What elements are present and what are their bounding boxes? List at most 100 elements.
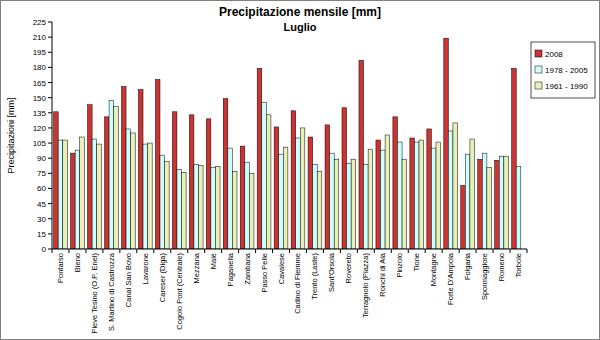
bar	[71, 153, 76, 249]
x-tick-label: Malè	[209, 253, 218, 269]
bar	[516, 166, 521, 249]
y-tick-label: 105	[33, 139, 47, 148]
bar	[291, 111, 296, 249]
x-tick	[510, 249, 511, 253]
bar	[427, 129, 432, 249]
bar	[211, 167, 216, 249]
bar	[325, 125, 330, 249]
bar	[92, 139, 97, 249]
x-tick-label: Trento (Laste)	[310, 253, 319, 300]
x-tick	[221, 249, 222, 253]
x-tick	[204, 249, 205, 253]
bar	[105, 117, 110, 249]
x-tick	[68, 249, 69, 253]
y-tick-label: 120	[33, 124, 47, 133]
x-tick-label: Tione	[412, 253, 421, 271]
legend-swatch	[535, 50, 542, 57]
y-tick-label: 135	[33, 109, 47, 118]
bar	[364, 164, 369, 249]
bar	[313, 164, 318, 249]
bar	[334, 159, 339, 249]
bar	[376, 140, 381, 249]
bar	[75, 150, 80, 249]
bar	[215, 166, 220, 249]
y-tick	[48, 249, 52, 250]
bar	[182, 172, 187, 249]
y-tick-label: 15	[37, 230, 46, 239]
bar	[504, 156, 509, 249]
legend-label: 1961 - 1990	[545, 82, 588, 91]
legend-swatch	[535, 82, 542, 89]
bar	[482, 153, 487, 249]
x-tick-label: Ronchi di Ala	[378, 252, 387, 297]
y-tick-label: 165	[33, 79, 47, 88]
bar	[223, 99, 228, 249]
bar	[296, 138, 301, 249]
y-axis-label: Precipitazioni [mm]	[6, 97, 16, 173]
x-tick	[255, 249, 256, 253]
y-tick	[48, 67, 52, 68]
bar	[189, 115, 194, 249]
y-tick-label: 195	[33, 48, 47, 57]
legend-label: 2008	[545, 50, 563, 59]
bar	[461, 185, 466, 249]
bar	[198, 165, 203, 249]
x-tick-label: Mezzana	[192, 252, 201, 283]
bar	[300, 128, 305, 249]
bar	[351, 159, 356, 249]
bar	[368, 149, 373, 249]
bar	[131, 133, 136, 249]
x-tick	[340, 249, 341, 253]
bar	[63, 140, 68, 249]
bar	[308, 137, 313, 249]
x-tick-label: Montagne	[429, 253, 438, 286]
y-tick	[48, 52, 52, 53]
bar	[194, 164, 199, 249]
x-tick	[374, 249, 375, 253]
x-tick-label: Paganella	[226, 252, 235, 286]
bar	[240, 146, 245, 249]
subtitle: Luglio	[284, 21, 317, 33]
bar	[402, 159, 407, 249]
y-tick	[48, 188, 52, 189]
x-tick-label: Folgaria	[463, 252, 472, 280]
bar	[453, 123, 458, 249]
y-tick-label: 75	[37, 169, 46, 178]
bar	[470, 139, 475, 249]
bar	[436, 142, 441, 249]
x-tick	[238, 249, 239, 253]
bar	[155, 80, 160, 249]
y-tick-label: 45	[37, 200, 46, 209]
bar	[499, 156, 504, 249]
y-tick	[48, 37, 52, 38]
x-tick	[306, 249, 307, 253]
x-tick-label: Bieno	[73, 253, 82, 272]
x-tick	[391, 249, 392, 253]
y-tick-label: 180	[33, 63, 47, 72]
bar	[206, 119, 211, 249]
bar	[397, 142, 402, 249]
bar	[80, 137, 85, 249]
bar	[495, 160, 500, 249]
bar	[431, 148, 436, 249]
x-tick-label: Cogolo Pont (Centrale)	[175, 253, 184, 330]
x-tick-label: Passo Pelle	[260, 253, 269, 293]
y-tick	[48, 158, 52, 159]
bar	[342, 108, 347, 249]
x-tick	[187, 249, 188, 253]
bar	[274, 127, 279, 249]
bar	[410, 138, 415, 249]
x-tick-label: Sant'Orsola	[327, 252, 336, 292]
y-tick	[48, 127, 52, 128]
bar	[359, 60, 364, 249]
x-tick	[527, 249, 528, 253]
bar	[487, 167, 492, 249]
bar	[512, 68, 517, 249]
y-tick-label: 30	[37, 215, 46, 224]
x-tick	[153, 249, 154, 253]
x-tick-label: Cavalese	[277, 253, 286, 284]
x-tick-label: Terragnolo (Piazza)	[361, 253, 370, 319]
x-tick	[442, 249, 443, 253]
y-tick	[48, 112, 52, 113]
bar	[109, 101, 114, 249]
